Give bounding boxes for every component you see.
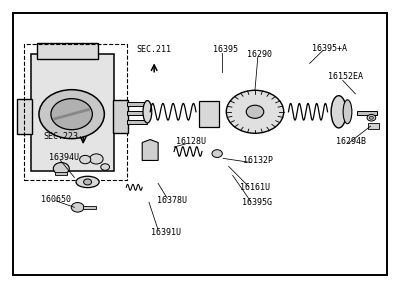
Circle shape bbox=[212, 150, 222, 158]
Circle shape bbox=[101, 164, 110, 170]
Bar bbox=[128, 102, 146, 106]
Bar bbox=[36, 43, 98, 59]
Text: 16290: 16290 bbox=[247, 50, 272, 59]
Circle shape bbox=[84, 179, 92, 185]
Text: 160650: 160650 bbox=[42, 195, 72, 204]
Circle shape bbox=[39, 90, 104, 139]
Text: 16395: 16395 bbox=[214, 46, 238, 55]
Bar bbox=[83, 206, 96, 209]
Circle shape bbox=[90, 154, 103, 164]
Text: 16161U: 16161U bbox=[240, 183, 270, 192]
Circle shape bbox=[370, 116, 373, 119]
Text: 16391U: 16391U bbox=[151, 228, 181, 237]
Text: 16132P: 16132P bbox=[243, 156, 273, 165]
Circle shape bbox=[53, 163, 69, 175]
Ellipse shape bbox=[76, 176, 99, 188]
Bar bbox=[55, 172, 67, 176]
Bar bbox=[17, 99, 32, 134]
Circle shape bbox=[226, 90, 284, 133]
Circle shape bbox=[71, 202, 84, 212]
Circle shape bbox=[246, 105, 264, 118]
Bar bbox=[199, 101, 219, 127]
Circle shape bbox=[80, 155, 91, 164]
Ellipse shape bbox=[143, 100, 152, 123]
Circle shape bbox=[51, 99, 92, 130]
Ellipse shape bbox=[343, 100, 352, 124]
Text: 16152EA: 16152EA bbox=[328, 72, 363, 81]
Bar bbox=[128, 111, 146, 115]
Text: 16128U: 16128U bbox=[176, 136, 206, 146]
Bar bbox=[30, 54, 114, 171]
Bar bbox=[113, 100, 128, 133]
Text: 16395+A: 16395+A bbox=[312, 44, 347, 53]
Text: 16294B: 16294B bbox=[336, 136, 366, 146]
Text: 16394U: 16394U bbox=[49, 153, 79, 162]
Bar bbox=[13, 13, 387, 275]
Bar bbox=[128, 119, 146, 124]
Bar bbox=[357, 111, 377, 115]
Text: SEC.223: SEC.223 bbox=[43, 132, 78, 141]
Text: 16378U: 16378U bbox=[157, 196, 187, 205]
Circle shape bbox=[367, 115, 376, 121]
Text: 16395G: 16395G bbox=[242, 198, 272, 207]
Text: SEC.211: SEC.211 bbox=[137, 46, 172, 55]
Polygon shape bbox=[142, 140, 158, 160]
Bar bbox=[368, 123, 379, 128]
Bar bbox=[24, 44, 128, 180]
Ellipse shape bbox=[331, 96, 346, 128]
